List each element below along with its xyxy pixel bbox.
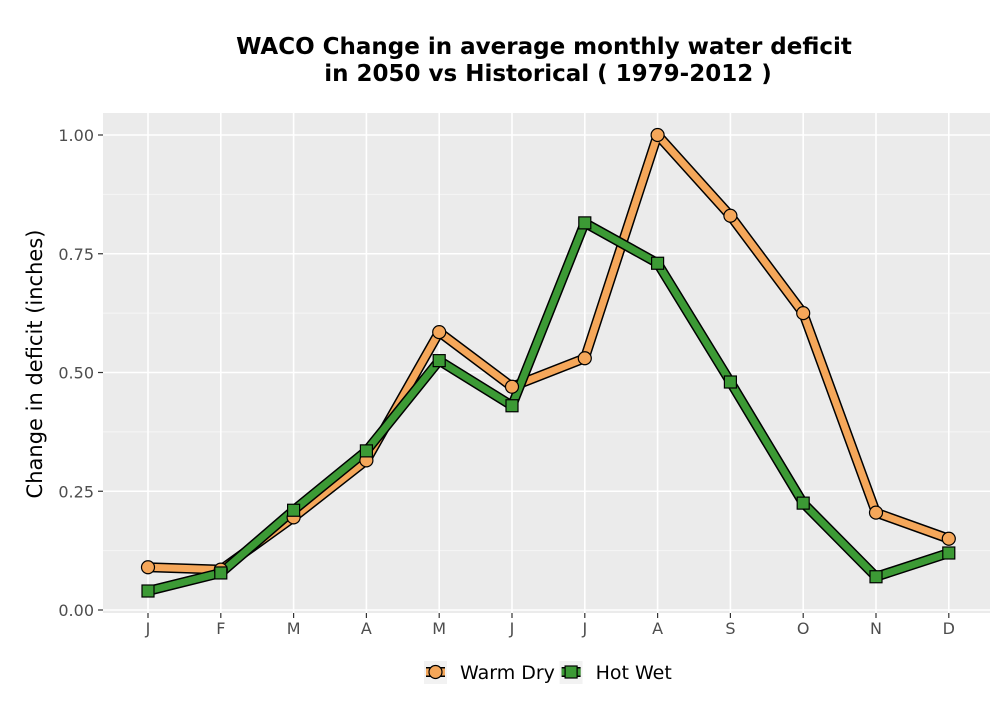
y-tick-label: 0.50: [58, 364, 94, 383]
data-point-hot-wet: [942, 546, 956, 560]
x-tick-label: M: [432, 619, 446, 638]
data-point-warm-dry: [723, 208, 738, 223]
legend-marker: [564, 665, 578, 679]
data-point-hot-wet: [723, 375, 738, 389]
x-tick-label: O: [797, 619, 810, 638]
data-point-hot-wet: [287, 503, 301, 517]
data-point-hot-wet: [359, 444, 373, 458]
x-tick-label: F: [216, 619, 225, 638]
data-point-warm-dry: [140, 560, 156, 575]
y-tick-label: 0.75: [58, 245, 94, 264]
data-point-hot-wet: [432, 354, 446, 368]
y-tick-label: 0.25: [58, 482, 94, 501]
plot-area: 0.00 0.25 0.50 0.75 1.00 J F M A M J J A S O N D: [58, 113, 990, 638]
data-point-hot-wet: [650, 256, 665, 270]
legend: Warm Dry Hot Wet: [424, 661, 672, 684]
legend-label: Warm Dry: [460, 662, 555, 684]
y-axis-label: Change in deficit (inches): [23, 230, 47, 499]
x-tick-label: A: [652, 619, 663, 638]
legend-item-hot-wet: Hot Wet: [559, 661, 672, 684]
data-point-warm-dry: [868, 505, 884, 520]
chart-title-line2: in 2050 vs Historical ( 1979-2012 ): [324, 61, 771, 87]
data-point-hot-wet: [214, 566, 228, 580]
chart-title-line1: WACO Change in average monthly water def…: [236, 34, 852, 60]
x-tick-label: S: [725, 619, 735, 638]
data-point-hot-wet: [869, 570, 883, 584]
x-tick-label: J: [509, 619, 515, 638]
data-point-warm-dry: [577, 351, 592, 366]
data-point-warm-dry: [796, 306, 811, 321]
x-tick-label: J: [581, 619, 587, 638]
data-point-warm-dry: [650, 127, 665, 143]
legend-label: Hot Wet: [596, 662, 672, 684]
data-point-warm-dry: [504, 379, 520, 394]
data-point-hot-wet: [141, 584, 155, 598]
legend-marker: [428, 664, 443, 680]
x-tick-label: D: [943, 619, 955, 638]
data-point-warm-dry: [941, 531, 956, 546]
data-point-hot-wet: [505, 399, 519, 413]
x-tick-label: A: [361, 619, 372, 638]
series-line-hot-wet: [144, 219, 953, 595]
y-tick-label: 0.00: [58, 601, 94, 620]
data-point-hot-wet: [796, 496, 810, 510]
x-tick-label: N: [870, 619, 882, 638]
x-tick-label: J: [145, 619, 151, 638]
data-point-hot-wet: [578, 216, 592, 230]
x-tick-label: M: [287, 619, 301, 638]
plot-background: [103, 113, 990, 613]
legend-item-warm-dry: Warm Dry: [424, 661, 555, 684]
y-tick-label: 1.00: [58, 126, 94, 145]
data-point-warm-dry: [432, 325, 447, 340]
